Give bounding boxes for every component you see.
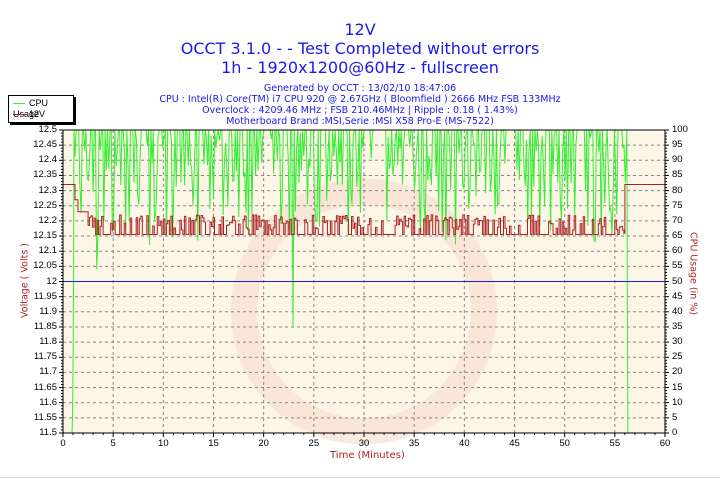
y2-tick-label: 15	[672, 381, 683, 393]
y2-tick-label: 50	[672, 275, 683, 287]
voltage-12v-line	[63, 184, 665, 235]
divider	[0, 477, 720, 478]
x-tick-label: 10	[158, 438, 169, 449]
y2-tick-label: 35	[672, 320, 683, 332]
y2-tick-label: 95	[672, 139, 683, 151]
y2-tick-label: 85	[672, 169, 683, 181]
x-tick-label: 30	[358, 438, 370, 449]
y2-tick-label: 40	[672, 305, 683, 317]
y2-tick-label: 55	[672, 260, 683, 272]
overclock-info: Overclock : 4209.46 MHz ; FSB 210.46MHz …	[202, 105, 518, 116]
y2-tick-label: 10	[672, 396, 683, 408]
x-tick-label: 40	[459, 438, 470, 449]
chart-legend: CPU Usage 12V	[8, 95, 74, 123]
chart-title: 12V	[344, 20, 376, 39]
y-tick-label: 12.2	[38, 214, 58, 226]
x-tick-label: 60	[659, 438, 671, 449]
y-tick-label: 12.4	[38, 154, 58, 166]
y-axis-label: Voltage ( Volts )	[19, 243, 31, 318]
y-tick-label: 11.9	[39, 305, 57, 317]
x-tick-label: 45	[509, 438, 520, 449]
y2-tick-label: 30	[672, 336, 683, 348]
y2-tick-label: 65	[672, 230, 683, 242]
chart-subtitle-status: OCCT 3.1.0 - - Test Completed without er…	[180, 39, 540, 58]
y-tick-label: 11.85	[33, 320, 57, 332]
voltage-swatch-icon	[13, 114, 25, 116]
motherboard-info: Motherboard Brand :MSI,Serie :MSI X58 Pr…	[226, 116, 494, 127]
y2-tick-label: 100	[672, 124, 688, 135]
y2-tick-label: 25	[672, 351, 683, 363]
x-tick-label: 20	[258, 438, 269, 449]
y2-tick-label: 75	[672, 199, 683, 211]
y-tick-label: 11.95	[33, 290, 57, 302]
y2-tick-label: 0	[672, 427, 678, 438]
y-tick-label: 11.8	[39, 336, 57, 348]
cpu-usage-swatch-icon	[13, 103, 25, 105]
y-tick-label: 12.05	[33, 260, 57, 272]
y-tick-label: 12.1	[38, 245, 58, 257]
y-tick-label: 11.75	[33, 351, 57, 363]
generated-info: Generated by OCCT : 13/02/10 18:47:06	[263, 83, 457, 94]
y2-tick-label: 60	[672, 245, 683, 257]
y-tick-label: 12.5	[38, 124, 58, 135]
cpu-info: CPU : Intel(R) Core(TM) i7 CPU 920 @ 2.6…	[159, 94, 561, 105]
x-tick-label: 25	[308, 438, 320, 449]
y2-tick-label: 70	[672, 214, 683, 226]
y-tick-label: 11.6	[39, 396, 57, 408]
y-tick-label: 11.7	[39, 366, 57, 378]
y-tick-label: 12.35	[33, 169, 57, 181]
y2-tick-label: 90	[672, 154, 683, 166]
x-tick-label: 0	[60, 438, 66, 449]
legend-item-12v: 12V	[13, 109, 45, 120]
x-tick-label: 5	[110, 438, 116, 449]
y-tick-label: 11.5	[39, 427, 57, 438]
y-tick-label: 12.25	[33, 199, 57, 211]
legend-item-cpu-usage: CPU Usage	[13, 98, 49, 119]
y-tick-label: 11.55	[33, 411, 57, 423]
y-tick-label: 12	[46, 275, 57, 287]
x-tick-label: 15	[208, 438, 219, 449]
y-tick-label: 11.65	[33, 381, 57, 393]
y-tick-label: 12.15	[33, 230, 57, 242]
y-tick-label: 12.45	[33, 139, 57, 151]
y-tick-label: 12.3	[38, 184, 58, 196]
y2-axis-label: CPU Usage (in %)	[687, 231, 699, 316]
x-tick-label: 55	[609, 438, 621, 449]
y2-tick-label: 45	[672, 290, 683, 302]
chart-subtitle-config: 1h - 1920x1200@60Hz - fullscreen	[221, 58, 499, 77]
x-tick-label: 50	[559, 438, 570, 449]
y2-tick-label: 5	[672, 411, 678, 423]
x-tick-label: 35	[408, 438, 420, 449]
y2-tick-label: 80	[672, 184, 683, 196]
x-axis-label: Time (Minutes)	[330, 450, 405, 461]
y2-tick-label: 20	[672, 366, 683, 378]
